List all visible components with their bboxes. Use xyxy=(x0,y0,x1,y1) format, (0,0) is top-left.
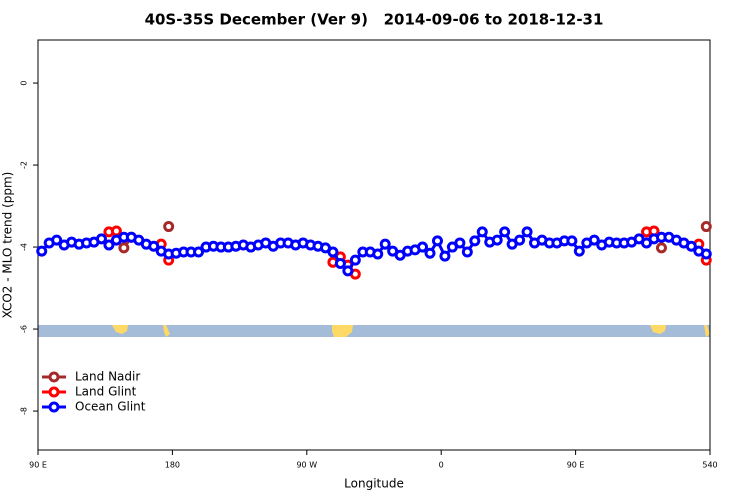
data-point xyxy=(327,246,339,258)
data-point xyxy=(163,221,175,233)
data-point xyxy=(685,240,697,252)
land xyxy=(704,325,710,337)
x-tick-label: 90 W xyxy=(296,461,317,470)
data-point xyxy=(334,257,346,269)
y-tick-label: -4 xyxy=(20,243,29,251)
data-point xyxy=(439,250,451,262)
data-point xyxy=(118,242,130,254)
x-tick-label: 90 E xyxy=(567,461,585,470)
x-tick-label: 90 E xyxy=(29,461,47,470)
data-point xyxy=(700,248,712,260)
data-point xyxy=(700,221,712,233)
data-point xyxy=(51,234,63,246)
data-point xyxy=(499,226,511,238)
data-point xyxy=(349,254,361,266)
data-point xyxy=(36,245,48,257)
data-point xyxy=(461,246,473,258)
data-point xyxy=(469,235,481,247)
legend-marker xyxy=(48,401,60,413)
data-point xyxy=(417,241,429,253)
legend-label: Land Nadir xyxy=(75,370,140,384)
data-point xyxy=(379,238,391,250)
data-point xyxy=(431,235,443,247)
land xyxy=(112,325,128,334)
legend-marker xyxy=(48,371,60,383)
data-point xyxy=(372,248,384,260)
data-point xyxy=(110,225,122,237)
x-tick-label: 0 xyxy=(439,461,444,470)
data-point xyxy=(342,265,354,277)
y-axis-label: XCO2 - MLO trend (ppm) xyxy=(1,172,15,319)
data-point xyxy=(476,226,488,238)
data-point xyxy=(514,234,526,246)
data-point xyxy=(193,246,205,258)
data-point xyxy=(588,234,600,246)
data-point xyxy=(521,226,533,238)
y-tick-label: -2 xyxy=(20,161,29,169)
data-point xyxy=(95,233,107,245)
data-point xyxy=(103,239,115,251)
ocean-band xyxy=(38,325,710,337)
data-point xyxy=(424,247,436,259)
legend-marker xyxy=(48,386,60,398)
plot-frame xyxy=(37,39,711,451)
x-tick-label: 180 xyxy=(165,461,180,470)
y-tick-label: -8 xyxy=(20,407,29,415)
data-point xyxy=(148,240,160,252)
land xyxy=(650,325,666,334)
land xyxy=(332,325,353,337)
map-strip xyxy=(38,325,710,337)
land xyxy=(163,325,170,337)
x-tick-label: 540 xyxy=(702,461,717,470)
legend-label: Ocean Glint xyxy=(75,400,146,414)
data-point xyxy=(454,237,466,249)
data-point xyxy=(491,234,503,246)
y-tick-label: -6 xyxy=(20,325,29,333)
y-tick-label: 0 xyxy=(20,81,29,86)
data-point xyxy=(566,235,578,247)
x-axis-label: Longitude xyxy=(344,477,404,491)
legend-label: Land Glint xyxy=(75,385,137,399)
data-point xyxy=(573,245,585,257)
chart-title: 40S-35S December (Ver 9) 2014-09-06 to 2… xyxy=(145,11,604,29)
data-point xyxy=(655,242,667,254)
